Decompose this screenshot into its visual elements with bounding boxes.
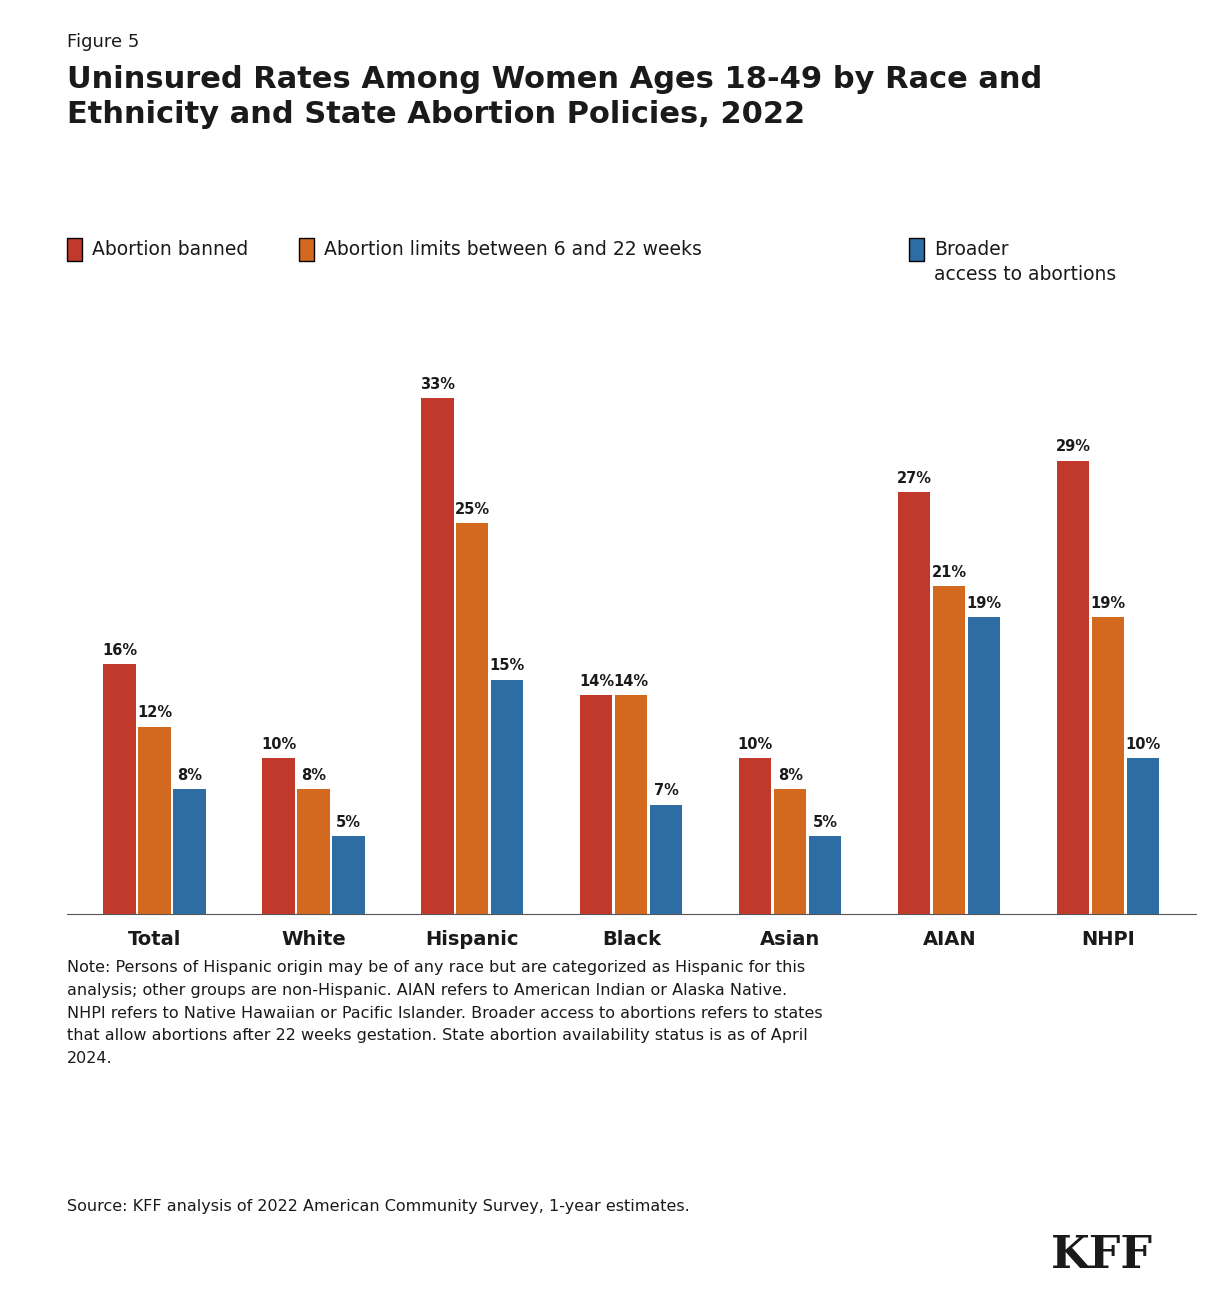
Bar [332, 836, 365, 914]
Text: 12%: 12% [137, 705, 172, 721]
Text: 33%: 33% [420, 377, 455, 392]
Bar [1057, 461, 1089, 914]
Text: 14%: 14% [614, 674, 649, 690]
Bar [775, 789, 806, 914]
Bar [898, 492, 931, 914]
Text: 16%: 16% [102, 643, 137, 658]
Bar [492, 679, 523, 914]
Text: 19%: 19% [1091, 596, 1126, 611]
Bar [262, 757, 294, 914]
Text: 7%: 7% [654, 784, 678, 798]
Text: 29%: 29% [1055, 439, 1091, 454]
Bar [1127, 757, 1159, 914]
Bar [933, 586, 965, 914]
Bar [581, 695, 612, 914]
Text: Broader
access to abortions: Broader access to abortions [935, 240, 1116, 285]
Bar [615, 695, 648, 914]
Text: 25%: 25% [455, 502, 490, 517]
Text: 8%: 8% [177, 768, 203, 782]
Bar [298, 789, 329, 914]
Text: Abortion limits between 6 and 22 weeks: Abortion limits between 6 and 22 weeks [325, 240, 702, 260]
Text: Figure 5: Figure 5 [67, 33, 139, 51]
Text: 10%: 10% [1126, 737, 1160, 751]
Text: KFF: KFF [1050, 1234, 1153, 1277]
Text: Note: Persons of Hispanic origin may be of any race but are categorized as Hispa: Note: Persons of Hispanic origin may be … [67, 960, 822, 1066]
Bar [1092, 618, 1125, 914]
Bar [809, 836, 842, 914]
Text: 14%: 14% [578, 674, 614, 690]
Text: 8%: 8% [301, 768, 326, 782]
Text: 15%: 15% [489, 658, 525, 674]
Bar [104, 663, 135, 914]
Bar [739, 757, 771, 914]
Bar [138, 726, 171, 914]
Text: Uninsured Rates Among Women Ages 18-49 by Race and
Ethnicity and State Abortion : Uninsured Rates Among Women Ages 18-49 b… [67, 65, 1042, 129]
Text: 5%: 5% [813, 815, 838, 829]
Text: 19%: 19% [966, 596, 1002, 611]
Text: 10%: 10% [738, 737, 773, 751]
Text: 21%: 21% [932, 564, 966, 580]
Text: 8%: 8% [778, 768, 803, 782]
Bar [969, 618, 1000, 914]
Text: 27%: 27% [897, 470, 932, 486]
Bar [173, 789, 206, 914]
Text: 5%: 5% [336, 815, 361, 829]
Bar [650, 804, 682, 914]
Text: 10%: 10% [261, 737, 296, 751]
Bar [456, 524, 488, 914]
Text: Abortion banned: Abortion banned [93, 240, 249, 260]
Text: Source: KFF analysis of 2022 American Community Survey, 1-year estimates.: Source: KFF analysis of 2022 American Co… [67, 1199, 689, 1213]
Bar [421, 398, 454, 914]
